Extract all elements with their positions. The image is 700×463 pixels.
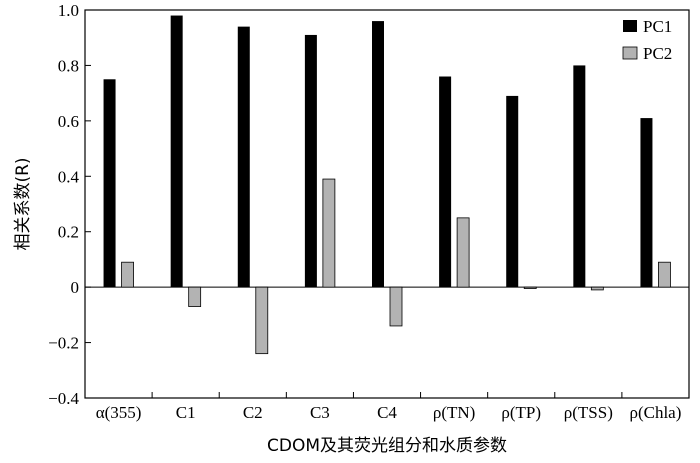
bar-pc1-4 — [372, 21, 384, 288]
bar-pc2-2 — [255, 286, 269, 355]
plot-frame — [84, 9, 690, 399]
bar-pc1-6 — [506, 95, 519, 288]
x-tick-label: α(355) — [96, 403, 142, 422]
bar-pc1-8 — [640, 118, 653, 288]
legend-label-pc2: PC2 — [643, 44, 672, 63]
bar-pc2-0 — [121, 261, 134, 288]
y-tick-label: −0.2 — [48, 334, 79, 353]
bar-pc1-7 — [573, 65, 586, 288]
x-tick-label: C4 — [377, 403, 397, 422]
x-tick-label: ρ(TN) — [433, 403, 475, 422]
legend: PC1 PC2 — [622, 17, 672, 63]
y-tick-label: 0.2 — [58, 223, 79, 242]
y-tick-label: −0.4 — [48, 389, 79, 408]
x-tick-label: ρ(TSS) — [564, 403, 613, 422]
y-tick-label: 0.4 — [58, 167, 80, 186]
y-tick-label: 0.6 — [58, 112, 79, 131]
x-axis-label: CDOM及其荧光组分和水质参数 — [267, 436, 507, 456]
bar-pc1-0 — [103, 79, 116, 288]
bar-pc1-5 — [439, 76, 452, 288]
y-axis-label: 相关系数(R) — [13, 157, 33, 250]
bar-pc1-2 — [237, 26, 250, 288]
x-tick-label: ρ(TP) — [501, 403, 541, 422]
x-axis: α(355) C1 C2 C3 C4 ρ(TN) ρ(TP) ρ(TSS) ρ(Chla) — [96, 392, 681, 422]
y-axis: −0.4 −0.2 0 0.2 0.4 0.6 0.8 1.0 — [48, 1, 91, 408]
y-tick-label: 1.0 — [58, 1, 79, 20]
bar-pc2-4 — [389, 286, 403, 327]
bar-pc2-7 — [590, 286, 604, 291]
legend-swatch-pc1 — [623, 20, 637, 32]
bar-pc2-5 — [456, 217, 470, 288]
bar-pc2-8 — [658, 261, 671, 288]
bar-pc1-3 — [304, 34, 317, 288]
y-tick-label: 0 — [71, 278, 80, 297]
bar-pc2-6 — [523, 286, 537, 289]
legend-label-pc1: PC1 — [643, 17, 672, 36]
bar-pc2-1 — [188, 286, 202, 307]
x-tick-label: C1 — [176, 403, 196, 422]
bar-pc2-3 — [322, 178, 336, 288]
legend-swatch-pc2 — [622, 46, 638, 60]
y-tick-label: 0.8 — [58, 56, 79, 75]
x-tick-label: C2 — [243, 403, 263, 422]
x-tick-label: ρ(Chla) — [629, 403, 681, 422]
bars — [103, 15, 671, 355]
x-tick-label: C3 — [310, 403, 330, 422]
bar-pc1-1 — [170, 15, 183, 288]
